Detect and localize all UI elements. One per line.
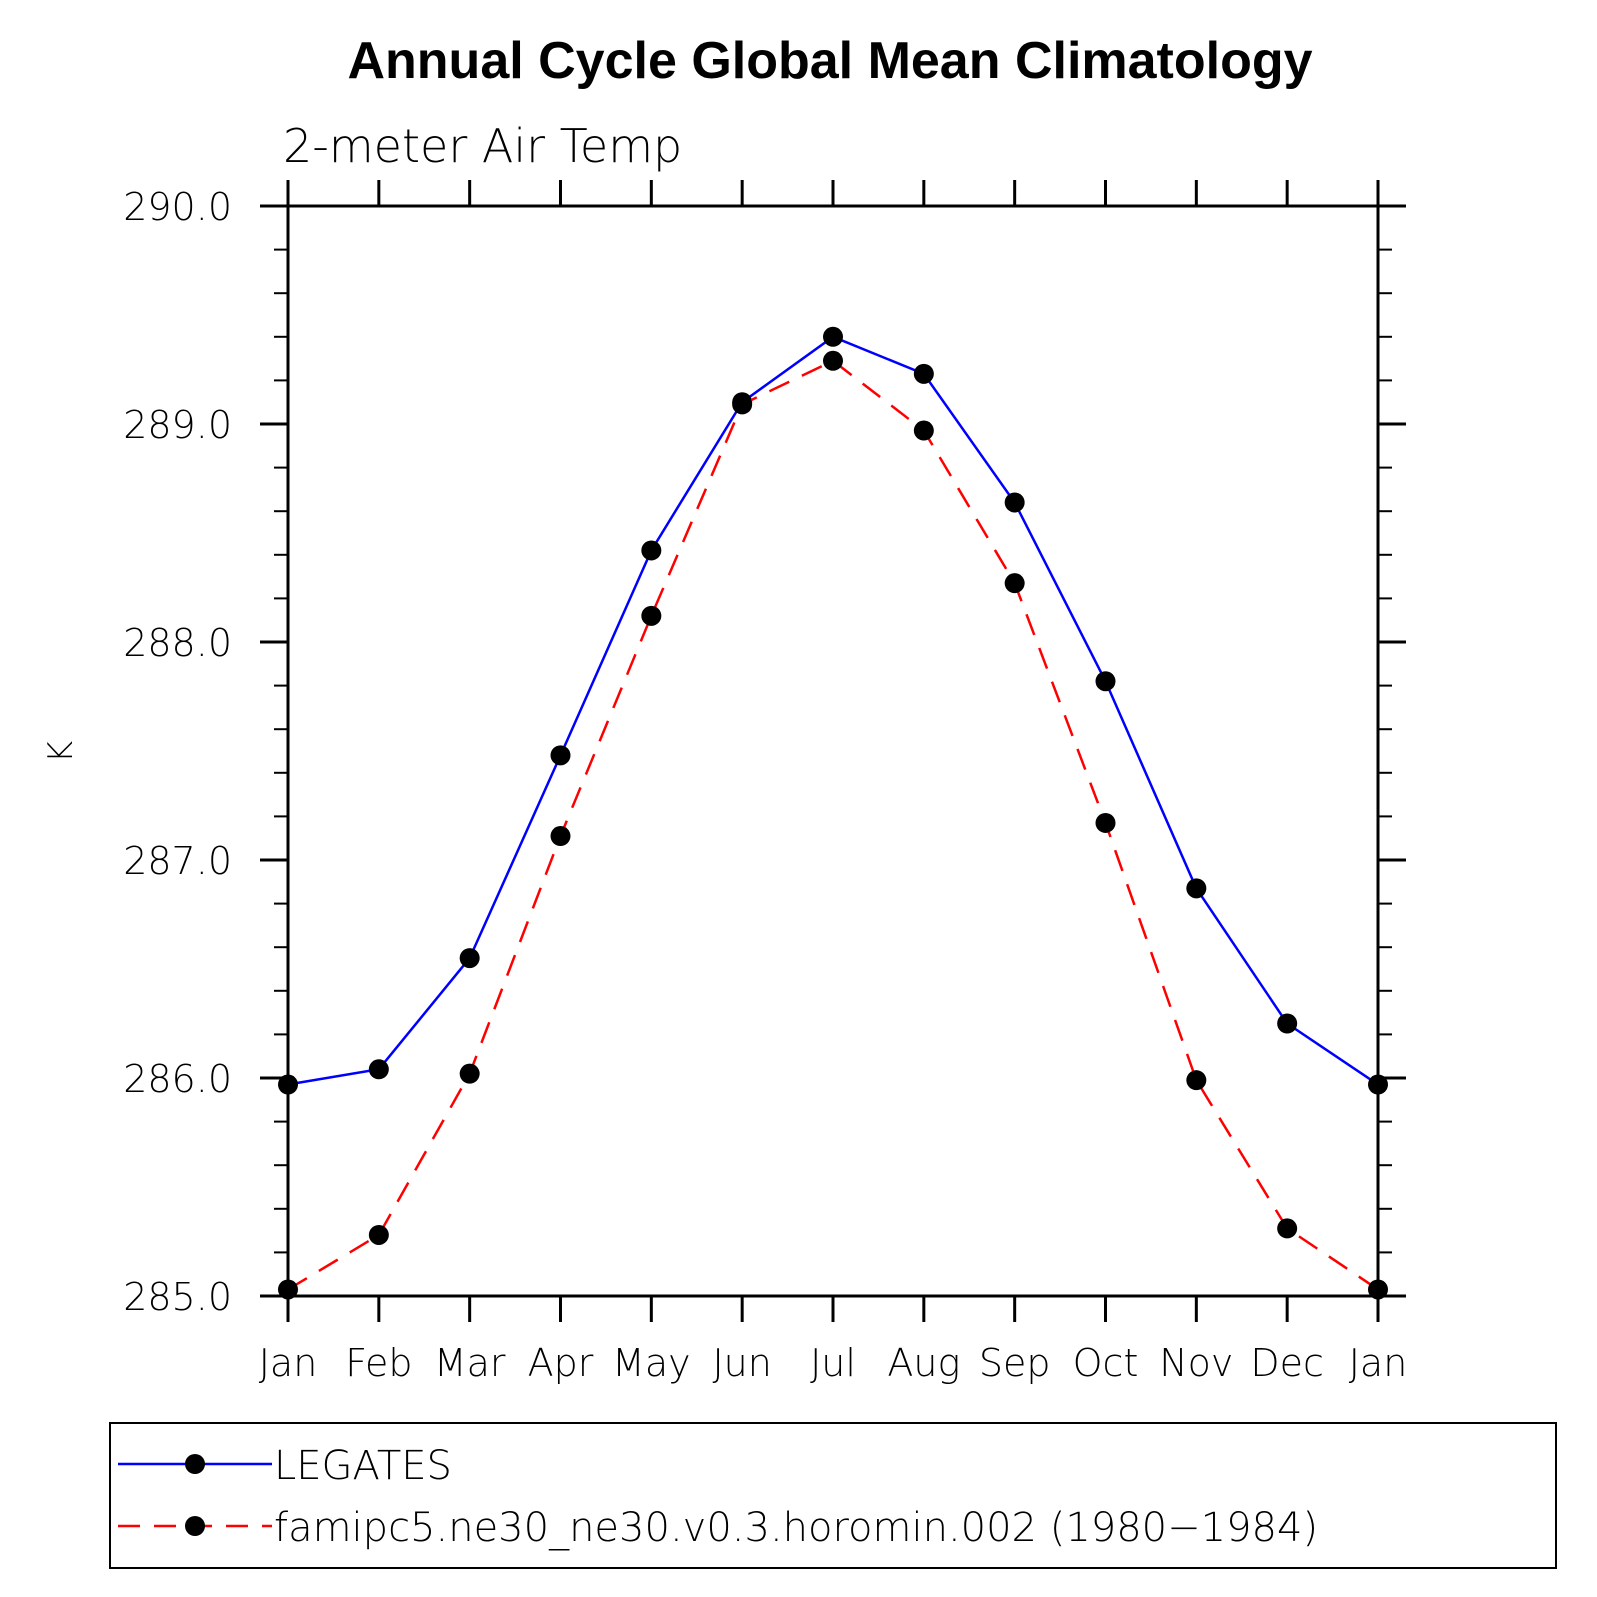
legend-label-1: famipc5.ne30_ne30.v0.3.horomin.002 (1980… [274, 1505, 1318, 1551]
y-tick-label: 285.0 [123, 1275, 232, 1319]
series-1-point [550, 826, 571, 847]
series-1-point [368, 1224, 389, 1245]
y-axis-label: K [41, 741, 81, 763]
series-0-point [368, 1059, 389, 1080]
x-tick-label: Nov [1159, 1341, 1233, 1385]
x-tick-label: Jan [1349, 1341, 1408, 1385]
series-0-point [641, 540, 662, 561]
x-tick-label: Oct [1073, 1341, 1139, 1385]
series-0-point [550, 745, 571, 766]
x-tick-label: Jun [712, 1341, 771, 1385]
series-0-point [278, 1074, 298, 1095]
legend-label-0: LEGATES [274, 1443, 452, 1489]
y-tick-label: 287.0 [123, 839, 232, 883]
series-1-point [1186, 1070, 1207, 1091]
series-1-point [1095, 812, 1116, 833]
series-line-0 [287, 335, 1379, 1086]
series-0-point [1368, 1074, 1388, 1095]
series-0-point [1004, 492, 1025, 513]
y-tick-label: 290.0 [123, 185, 232, 229]
series-line-1 [287, 359, 1379, 1291]
legend-box [109, 1422, 1557, 1569]
series-layer [278, 326, 1388, 1300]
series-1-point [913, 420, 934, 441]
series-1-point [732, 394, 753, 415]
chart-title: Annual Cycle Global Mean Climatology [347, 32, 1312, 90]
series-1-point [459, 1063, 480, 1084]
x-tick-label: Jan [259, 1341, 318, 1385]
series-1-point [278, 1279, 298, 1300]
series-1-point [823, 350, 843, 371]
x-tick-label: Aug [887, 1341, 960, 1385]
axes: Jan Feb Mar Apr May Jun Jul Aug Sep Oct Nov Dec Jan 2… [123, 180, 1407, 1385]
legend-marker-0 [185, 1454, 205, 1474]
series-0-point [1277, 1013, 1298, 1034]
series-0-point [913, 363, 934, 384]
series-0-point [823, 326, 843, 347]
x-tick-label: Sep [979, 1341, 1051, 1385]
y-tick-label: 288.0 [123, 621, 232, 665]
x-tick-label: Dec [1250, 1341, 1324, 1385]
series-1-point [1368, 1279, 1388, 1300]
y-tick-label: 286.0 [123, 1057, 232, 1101]
x-tick-label: May [612, 1341, 691, 1385]
chart-subtitle: 2-meter Air Temp [283, 119, 682, 173]
legend: LEGATES famipc5.ne30_ne30.v0.3.horomin.00… [118, 1443, 1318, 1551]
series-1-point [1004, 573, 1025, 594]
x-tick-label: Mar [434, 1341, 506, 1385]
series-1-point [641, 605, 662, 626]
y-tick-label: 289.0 [123, 403, 232, 447]
series-0-point [459, 948, 480, 969]
x-tick-label: Jul [810, 1341, 856, 1385]
x-tick-label: Feb [345, 1341, 412, 1385]
legend-marker-1 [185, 1516, 205, 1536]
series-1-point [1277, 1218, 1298, 1239]
series-0-point [1095, 671, 1116, 692]
x-tick-label: Apr [528, 1341, 594, 1385]
series-0-point [1186, 878, 1207, 899]
